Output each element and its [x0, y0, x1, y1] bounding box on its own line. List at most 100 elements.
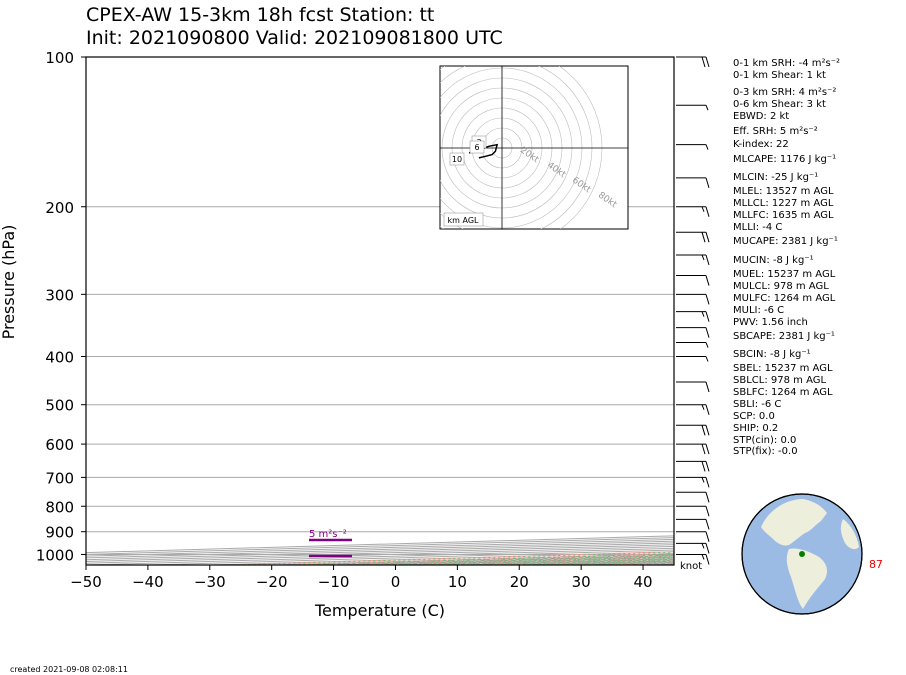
index-item: 0-3 km SRH: 4 m²s⁻²: [733, 87, 837, 98]
wetbulb-line: [847, 57, 906, 557]
index-item: SBEL: 15237 m AGL: [733, 363, 833, 374]
index-item: STP(fix): -0.0: [733, 446, 798, 457]
wind-barb: [676, 275, 710, 286]
index-item: SHIP: 0.2: [733, 423, 779, 434]
temperature-line: [878, 57, 906, 557]
index-item: MLEL: 13527 m AGL: [733, 186, 834, 197]
x-tick-label: −10: [318, 573, 350, 591]
index-item: SBLFC: 1264 m AGL: [733, 387, 833, 398]
index-item: MULI: -6 C: [733, 305, 785, 316]
y-tick-label: 700: [45, 469, 74, 487]
index-item: MUCIN: -8 J kg⁻¹: [733, 255, 814, 266]
index-item: SCP: 0.0: [733, 411, 775, 422]
wind-barb: [676, 531, 710, 542]
index-item: SBCAPE: 2381 J kg⁻¹: [733, 331, 835, 342]
index-item: MULCL: 978 m AGL: [733, 281, 829, 292]
index-item: SBLCL: 978 m AGL: [733, 375, 827, 386]
index-item: MLLFC: 1635 m AGL: [733, 210, 834, 221]
hodograph-height-box: [469, 140, 485, 154]
dewpoint-line: [833, 57, 906, 557]
dry-adiabat-line: [356, 554, 674, 565]
wind-barb: [676, 56, 710, 68]
wind-barb: [676, 491, 710, 503]
wind-barb: [676, 356, 709, 362]
index-item: MULFC: 1264 m AGL: [733, 293, 836, 304]
wind-barb: [676, 542, 710, 554]
wind-barb: [676, 553, 710, 565]
station-marker: [799, 551, 805, 557]
hodograph-height-label: 6: [474, 143, 479, 152]
hodograph-height-box: [449, 152, 465, 166]
location-globe: [741, 493, 863, 615]
wind-barb: [676, 505, 710, 517]
wind-barb: [676, 231, 710, 243]
x-tick-label: 40: [634, 573, 653, 591]
index-item: MLLI: -4 C: [733, 222, 783, 233]
x-tick-label: −20: [256, 573, 288, 591]
wind-barb: [676, 293, 710, 305]
x-tick-label: −30: [194, 573, 226, 591]
wind-barb: [676, 327, 710, 338]
parcel-line: [878, 57, 906, 557]
y-tick-label: 200: [45, 199, 74, 217]
index-item: MUEL: 15237 m AGL: [733, 269, 836, 280]
wind-barb: [676, 381, 710, 393]
chart-title: CPEX-AW 15-3km 18h fcst Station: tt: [86, 4, 435, 26]
index-item: MUCAPE: 2381 J kg⁻¹: [733, 236, 838, 247]
y-tick-label: 300: [45, 286, 74, 304]
index-item: SBCIN: -8 J kg⁻¹: [733, 349, 811, 360]
x-tick-label: 10: [448, 573, 467, 591]
y-tick-label: 800: [45, 498, 74, 516]
wind-barb: [676, 518, 710, 530]
hodograph-label: km AGL: [448, 216, 480, 225]
north-america-shape: [761, 499, 827, 546]
x-tick-label: −40: [132, 573, 164, 591]
wind-barb: [676, 443, 710, 455]
africa-shape: [840, 519, 859, 550]
wind-barb: [676, 104, 709, 111]
y-tick-label: 1000: [36, 546, 74, 564]
x-tick-label: 20: [510, 573, 529, 591]
wind-barb: [676, 254, 710, 266]
hodograph-label-box: [443, 212, 484, 227]
index-item: MLCIN: -25 J kg⁻¹: [733, 172, 819, 183]
index-item: MLCAPE: 1176 J kg⁻¹: [733, 154, 837, 165]
plot-frame: [85, 56, 675, 566]
index-item: Eff. SRH: 5 m²s⁻²: [733, 126, 818, 137]
wind-barb: [676, 144, 709, 150]
index-item: STP(cin): 0.0: [733, 435, 797, 446]
wind-barb: [676, 311, 710, 322]
wind-barb: [676, 342, 709, 348]
index-item: K-index: 22: [733, 139, 789, 150]
index-item: 0-1 km Shear: 1 kt: [733, 70, 826, 81]
x-tick-label: 0: [391, 573, 401, 591]
y-tick-label: 600: [45, 436, 74, 454]
index-item: PWV: 1.56 inch: [733, 317, 808, 328]
y-tick-label: 400: [45, 349, 74, 367]
x-tick-label: 30: [572, 573, 591, 591]
wind-barb: [676, 177, 710, 189]
wind-unit-label: knot: [680, 561, 702, 572]
index-item: EBWD: 2 kt: [733, 111, 790, 122]
wind-barb: [676, 476, 710, 488]
surface-temperature-label: 87: [869, 558, 883, 571]
index-item: MLLCL: 1227 m AGL: [733, 198, 834, 209]
index-item: SBLI: -6 C: [733, 399, 782, 410]
hodograph-frame: [439, 65, 629, 230]
y-axis-label: Pressure (hPa): [0, 225, 18, 340]
y-tick-label: 900: [45, 524, 74, 542]
srh-bar-label: 5 m²s⁻²: [309, 529, 347, 540]
south-america-shape: [786, 548, 827, 609]
dry-adiabat-line: [859, 57, 906, 565]
chart-subtitle: Init: 2021090800 Valid: 202109081800 UTC: [86, 27, 503, 49]
wind-barb: [676, 460, 710, 472]
y-tick-label: 100: [45, 49, 74, 67]
x-axis-label: Temperature (C): [314, 601, 445, 620]
hodograph-height-label: 10: [452, 155, 462, 164]
wind-barb: [676, 206, 710, 217]
index-item: 0-1 km SRH: -4 m²s⁻²: [733, 58, 840, 69]
x-tick-label: −50: [70, 573, 102, 591]
y-tick-label: 500: [45, 397, 74, 415]
wind-barb: [676, 404, 710, 415]
